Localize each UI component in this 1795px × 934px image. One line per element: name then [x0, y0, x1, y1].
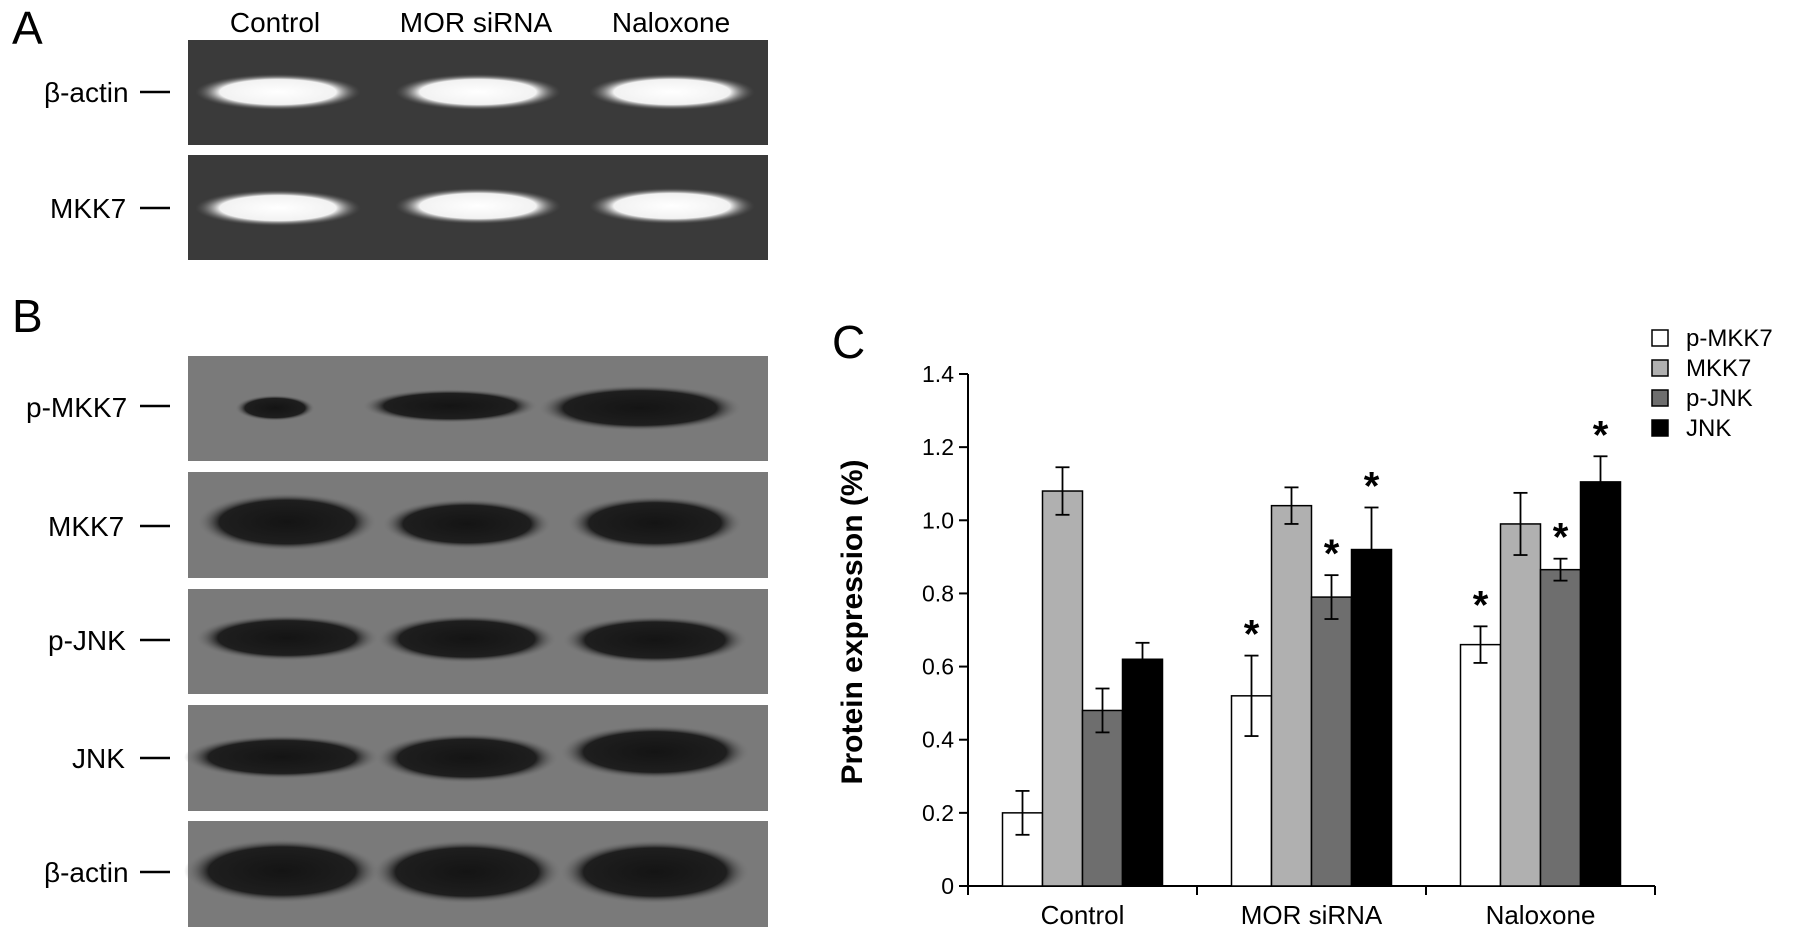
legend-label: MKK7 — [1686, 355, 1751, 382]
row-label-p-jnk: p-JNK — [48, 625, 126, 656]
x-tick-label: MOR siRNA — [1241, 900, 1383, 930]
panel-c-letter: C — [832, 316, 865, 368]
legend-swatch — [1651, 329, 1669, 347]
blot-band — [382, 499, 552, 549]
panel-a-letter: A — [12, 2, 43, 54]
x-tick-label: Control — [1041, 900, 1125, 930]
row-label-mkk7-blot: MKK7 — [48, 511, 124, 542]
y-tick-label: 0.2 — [922, 800, 954, 826]
gel-band — [195, 74, 361, 110]
lane-label-control: Control — [230, 7, 320, 38]
bar — [1350, 548, 1393, 887]
significance-star: * — [1324, 532, 1340, 576]
blot-band — [184, 735, 380, 779]
y-tick-label: 0 — [941, 873, 954, 899]
row-label-beta-actin: β-actin — [44, 77, 129, 108]
legend-label: p-JNK — [1686, 385, 1753, 412]
bar — [1081, 709, 1124, 887]
lane-label-mor-sirna: MOR siRNA — [400, 7, 553, 38]
panel-c: C Protein expression (%) 0 0.2 0.4 0.6 0.8 1.… — [832, 316, 1773, 930]
blot-row-p-jnk: p-JNK — [48, 589, 768, 694]
y-tick-label: 0.4 — [922, 727, 954, 753]
y-tick-label: 0.8 — [922, 580, 954, 606]
y-axis-label: Protein expression (%) — [836, 459, 869, 784]
bar — [1270, 504, 1313, 887]
significance-star: * — [1473, 583, 1489, 627]
blot-band — [197, 493, 377, 551]
panel-b-letter: B — [12, 290, 43, 342]
bar — [1499, 523, 1542, 887]
legend-swatch — [1651, 419, 1669, 437]
blot-band — [362, 389, 538, 423]
panel-b: B p-MKK7 MKK7 p-JNK — [12, 290, 768, 927]
bar — [1310, 596, 1353, 887]
legend-swatch — [1651, 389, 1669, 407]
blot-band — [372, 840, 562, 904]
blot-band — [195, 615, 379, 661]
panel-a: A Control MOR siRNA Naloxone β-actin MKK… — [12, 2, 768, 260]
significance-star: * — [1553, 516, 1569, 560]
row-label-mkk7: MKK7 — [50, 193, 126, 224]
row-label-jnk: JNK — [72, 743, 125, 774]
gel-band — [589, 74, 755, 110]
bar — [1539, 568, 1582, 887]
y-tick-label: 1.0 — [922, 507, 954, 533]
significance-star: * — [1593, 413, 1609, 457]
legend-label: JNK — [1686, 415, 1731, 442]
legend-label: p-MKK7 — [1686, 325, 1773, 352]
gel-row-mkk7: MKK7 — [50, 155, 768, 260]
gel-band — [589, 188, 755, 224]
blot-band — [538, 385, 742, 431]
x-tick-label: Naloxone — [1486, 900, 1596, 930]
blot-row-mkk7: MKK7 — [48, 472, 768, 578]
legend-swatch — [1651, 359, 1669, 377]
row-label-p-mkk7: p-MKK7 — [26, 392, 127, 423]
blot-band — [235, 395, 315, 421]
blot-row-p-mkk7: p-MKK7 — [26, 356, 768, 461]
gel-row-beta-actin: β-actin — [44, 40, 768, 145]
blot-band — [377, 615, 557, 663]
blot-row-jnk: JNK — [72, 705, 768, 811]
blot-band — [560, 840, 750, 904]
y-tick-label: 1.4 — [922, 361, 954, 387]
blot-band — [375, 733, 559, 783]
bar-chart: 0 0.2 0.4 0.6 0.8 1.0 1.2 1.4 Control MOR siRNA Na… — [922, 325, 1773, 930]
bar — [1121, 658, 1164, 887]
bar — [1579, 481, 1622, 887]
gel-band — [395, 74, 561, 110]
blot-band — [184, 839, 380, 903]
y-tick-label: 1.2 — [922, 434, 954, 460]
blot-row-beta-actin: β-actin — [44, 821, 768, 927]
significance-star: * — [1244, 613, 1260, 657]
gel-band — [195, 190, 361, 226]
y-tick-label: 0.6 — [922, 654, 954, 680]
bar — [1041, 490, 1084, 887]
lane-label-naloxone: Naloxone — [612, 7, 730, 38]
significance-star: * — [1364, 464, 1380, 508]
bar — [1459, 643, 1502, 887]
blot-band — [567, 496, 743, 550]
row-label-beta-actin-blot: β-actin — [44, 857, 129, 888]
gel-band — [395, 188, 561, 224]
blot-band — [560, 725, 750, 779]
blot-band — [562, 616, 748, 664]
